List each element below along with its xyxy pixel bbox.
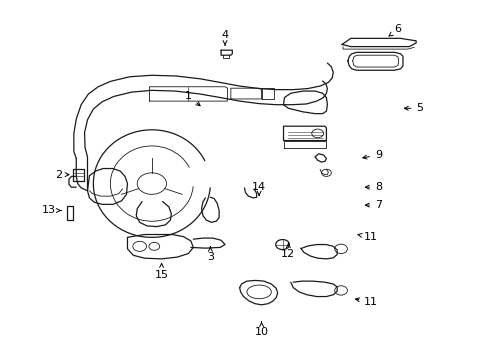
Text: 12: 12 — [281, 243, 295, 258]
Text: 9: 9 — [362, 150, 382, 160]
Text: 8: 8 — [365, 182, 382, 192]
Text: 10: 10 — [254, 322, 268, 337]
Text: 11: 11 — [355, 297, 378, 307]
Text: 3: 3 — [206, 247, 213, 262]
Text: 15: 15 — [154, 264, 168, 280]
Text: 5: 5 — [404, 103, 423, 113]
Text: 1: 1 — [184, 91, 200, 106]
Text: 4: 4 — [221, 30, 228, 45]
Text: 13: 13 — [41, 206, 61, 216]
Text: 6: 6 — [388, 24, 401, 36]
Text: 2: 2 — [55, 170, 69, 180]
Text: 14: 14 — [251, 182, 265, 195]
Text: 11: 11 — [357, 232, 378, 242]
Text: 7: 7 — [365, 200, 382, 210]
